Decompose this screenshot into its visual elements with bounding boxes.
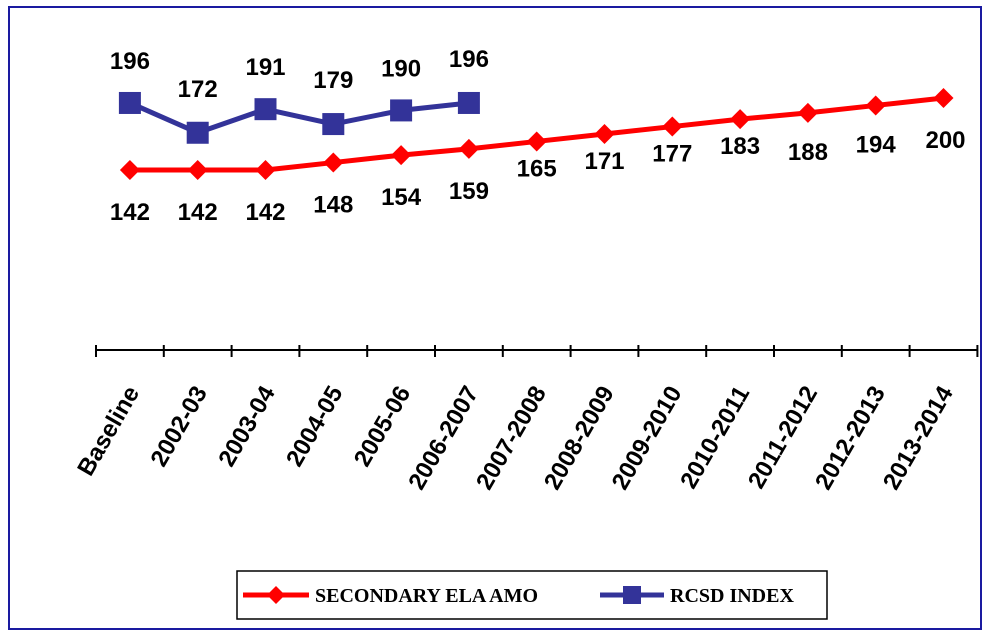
data-label: 194 — [856, 131, 897, 158]
data-point — [730, 109, 751, 130]
data-label: 142 — [178, 199, 218, 226]
data-label: 159 — [449, 178, 489, 205]
legend-label-secondary-ela-amo: SECONDARY ELA AMO — [315, 585, 538, 607]
data-label: 142 — [245, 199, 285, 226]
data-point — [457, 91, 480, 114]
data-label: 200 — [925, 127, 965, 154]
data-point — [254, 98, 277, 121]
data-point — [255, 160, 276, 180]
data-point — [322, 113, 345, 136]
data-point — [186, 121, 209, 144]
data-label: 191 — [245, 54, 285, 81]
legend-box — [236, 570, 828, 620]
data-label: 177 — [652, 141, 692, 168]
data-label: 148 — [313, 192, 353, 219]
data-point — [323, 152, 344, 173]
data-label: 196 — [110, 48, 150, 75]
data-point — [662, 116, 683, 137]
data-label: 165 — [517, 155, 557, 182]
data-label: 171 — [584, 148, 624, 175]
data-label: 196 — [449, 46, 489, 73]
data-labels: 142 142 142 148 154 159 165 171 177 183 188 194 200 1… — [110, 46, 966, 226]
data-label: 190 — [381, 55, 421, 82]
data-point — [865, 95, 886, 116]
data-point — [933, 88, 954, 108]
data-point — [594, 124, 615, 144]
data-label: 172 — [178, 76, 218, 103]
data-label: 188 — [788, 139, 828, 166]
rcsd-index-line — [128, 100, 470, 136]
data-point — [526, 131, 547, 152]
data-point — [118, 91, 141, 114]
legend-diamond-marker — [267, 586, 285, 604]
series-layer — [118, 88, 954, 180]
legend-label-rcsd-index: RCSD INDEX — [670, 585, 794, 607]
data-point — [797, 102, 818, 123]
data-label: 154 — [381, 184, 422, 211]
x-axis — [95, 345, 979, 357]
data-point — [119, 160, 140, 180]
legend-square-marker — [623, 586, 641, 604]
data-label: 179 — [313, 67, 353, 94]
data-point — [187, 160, 208, 180]
data-label: 142 — [110, 199, 150, 226]
data-point — [458, 138, 479, 159]
data-label: 183 — [720, 133, 760, 160]
legend: SECONDARY ELA AMO RCSD INDEX — [236, 570, 828, 620]
data-point — [391, 145, 412, 166]
chart-border — [8, 6, 982, 630]
data-point — [390, 99, 413, 122]
